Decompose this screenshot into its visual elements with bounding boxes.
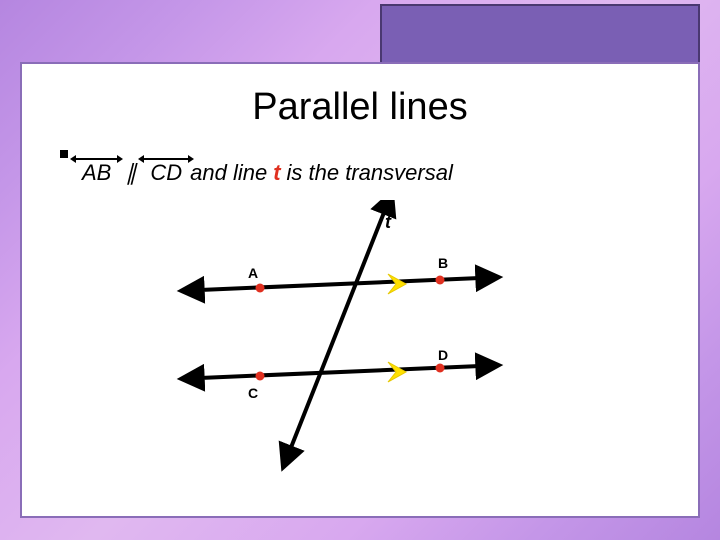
point-label-C: C — [248, 385, 258, 401]
line-t — [290, 210, 385, 450]
segment-ab-text: AB — [82, 160, 111, 185]
diagram-svg: A B C Dt — [170, 200, 530, 480]
parallel-marker-1 — [388, 362, 406, 382]
point-A — [256, 284, 265, 293]
parallel-symbol: ∥ — [119, 160, 142, 186]
segment-cd: CD — [148, 160, 184, 186]
point-B — [436, 276, 445, 285]
geometry-diagram: A B C Dt — [170, 200, 530, 480]
transversal-letter: t — [273, 160, 280, 186]
point-label-A: A — [248, 265, 258, 281]
segment-ab: AB — [80, 160, 113, 186]
point-label-D: D — [438, 347, 448, 363]
statement: AB ∥ CD and line t is the transversal — [80, 160, 453, 186]
text-rest: is the transversal — [287, 160, 453, 186]
bullet — [60, 150, 68, 158]
point-label-B: B — [438, 255, 448, 271]
point-C — [256, 372, 265, 381]
text-and: and line — [190, 160, 267, 186]
parallel-marker-0 — [388, 274, 406, 294]
transversal-label: t — [385, 212, 392, 232]
slide-title: Parallel lines — [0, 86, 720, 129]
point-D — [436, 364, 445, 373]
segment-cd-text: CD — [150, 160, 182, 185]
